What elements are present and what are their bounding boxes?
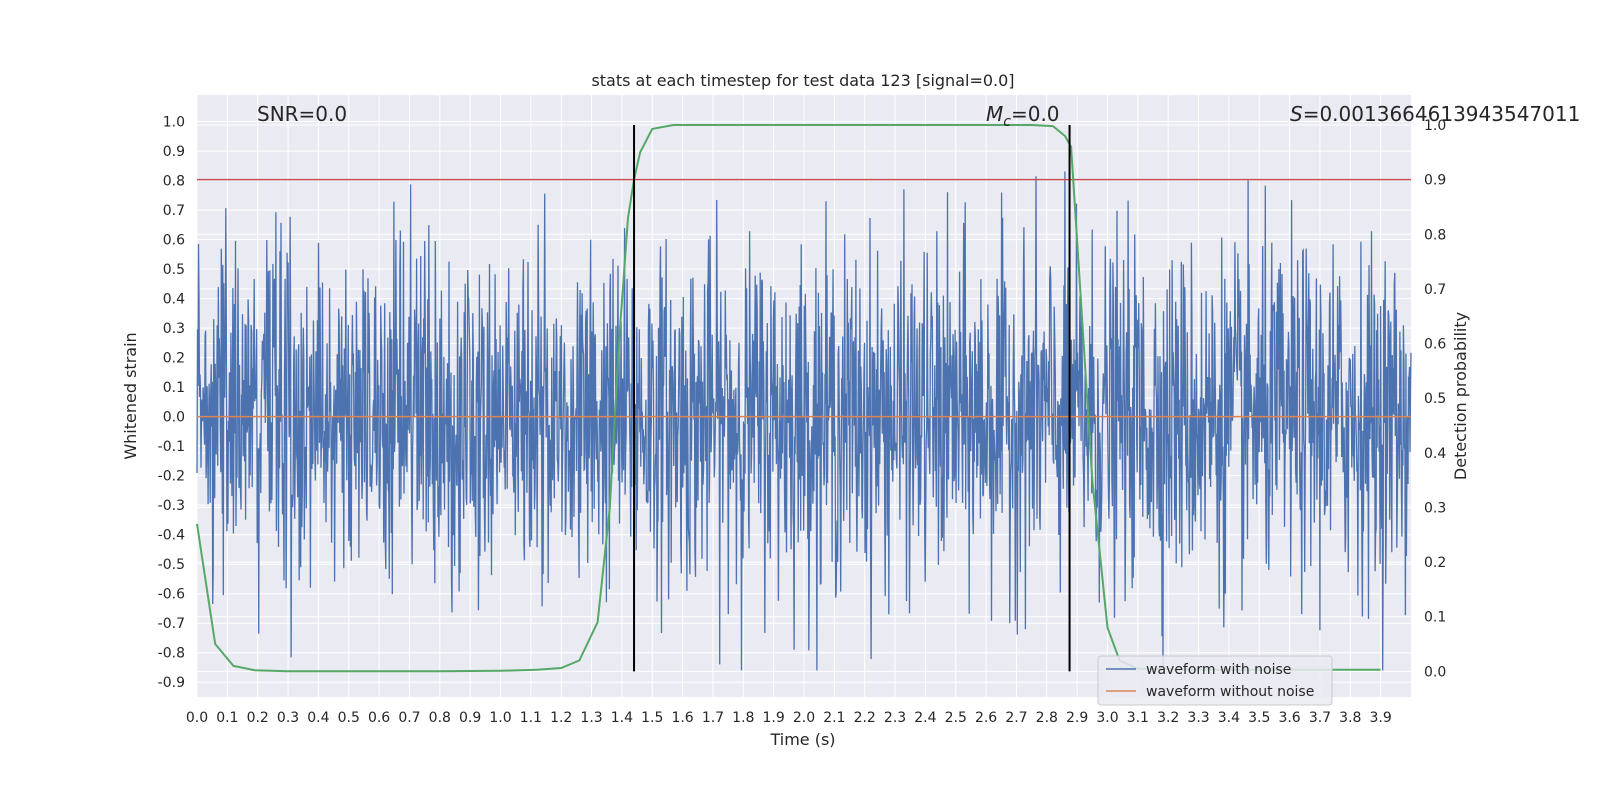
x-tick-label: 3.9 [1370,710,1392,726]
x-tick-label: 0.8 [429,710,451,726]
y-tick-label: 0.2 [163,351,185,367]
legend-box [1097,655,1333,706]
x-tick-label: 2.5 [945,710,967,726]
x-tick-label: 3.5 [1248,710,1270,726]
legend-label-noise: waveform with noise [1146,662,1291,678]
y2-tick-label: 0.7 [1424,282,1446,298]
x-tick-label: 1.4 [611,710,633,726]
y2-tick-label: 1.0 [1424,118,1446,134]
x-tick-label: 1.0 [489,710,511,726]
legend-label-clean: waveform without noise [1146,684,1314,700]
y2-axis-ticks: 1.0 0.9 0.8 0.7 0.6 0.5 0.4 0.3 0.2 0.1 0.0 [1424,118,1446,680]
x-tick-label: 1.5 [641,710,663,726]
x-tick-label: 0.5 [338,710,360,726]
x-tick-label: 1.8 [732,710,754,726]
x-tick-label: 2.9 [1066,710,1088,726]
y-tick-label: 0.8 [163,174,185,190]
y2-tick-label: 0.1 [1424,610,1446,626]
y2-tick-label: 0.2 [1424,555,1446,571]
y-tick-label: 1.0 [163,115,185,131]
x-tick-label: 0.2 [247,710,269,726]
y2-axis-label: Detection probability [1451,312,1470,480]
y2-tick-label: 0.9 [1424,173,1446,189]
x-tick-label: 0.6 [368,710,390,726]
y-tick-label: -0.7 [158,616,185,632]
detection-probability-series [196,124,1381,673]
y2-tick-label: 0.5 [1424,391,1446,407]
legend: waveform with noise waveform without noi… [1097,655,1333,706]
x-tick-label: 3.0 [1096,710,1118,726]
x-tick-label: 0.4 [307,710,329,726]
x-axis-ticks: 0.0 0.1 0.2 0.3 0.4 0.5 0.6 0.7 0.8 0.9 1.0 1.1 1.2 1… [186,710,1392,726]
x-tick-label: 2.0 [793,710,815,726]
x-tick-label: 1.3 [580,710,602,726]
mc-annotation: Mc=0.0 [986,102,1060,130]
y-tick-label: 0.7 [163,203,185,219]
x-tick-label: 2.6 [975,710,997,726]
y-tick-label: 0.4 [163,292,185,308]
x-tick-label: 1.6 [671,710,693,726]
y-tick-label: -0.5 [158,557,185,573]
s-annotation: S=0.0013664613943547011 [1290,102,1580,126]
y-tick-label: 0.9 [163,144,185,160]
y2-tick-label: 0.8 [1424,227,1446,243]
x-tick-label: 1.7 [702,710,724,726]
x-tick-label: 2.4 [914,710,936,726]
waveform-with-noise-series [196,171,1412,671]
x-tick-label: 0.0 [186,710,208,726]
y-tick-label: 0.1 [163,380,185,396]
y-tick-label: 0.6 [163,233,185,249]
y2-tick-label: 0.0 [1424,664,1446,680]
y-tick-label: -0.2 [158,469,185,485]
x-tick-label: 0.1 [216,710,238,726]
x-tick-label: 2.7 [1005,710,1027,726]
x-tick-label: 3.8 [1339,710,1361,726]
y-tick-label: -0.4 [158,528,185,544]
x-axis-label: Time (s) [769,730,835,749]
y-tick-label: 0.5 [163,262,185,278]
x-tick-label: 1.2 [550,710,572,726]
mc-value: =0.0 [1011,102,1060,126]
x-tick-label: 3.4 [1218,710,1240,726]
x-tick-label: 2.3 [884,710,906,726]
chart-title: stats at each timestep for test data 123… [591,71,1014,90]
y-axis-label: Whitened strain [121,332,140,459]
y2-tick-label: 0.6 [1424,337,1446,353]
y-tick-label: 0.3 [163,321,185,337]
x-tick-label: 0.7 [398,710,420,726]
x-tick-label: 3.1 [1127,710,1149,726]
x-tick-label: 2.1 [823,710,845,726]
y-tick-label: -0.6 [158,587,185,603]
vertical-markers [633,125,1071,672]
mc-subscript: c [1003,114,1011,130]
x-tick-label: 0.3 [277,710,299,726]
x-tick-label: 3.2 [1157,710,1179,726]
waveform-with-noise-line [196,171,1412,671]
x-tick-label: 0.9 [459,710,481,726]
y-tick-label: 0.0 [163,410,185,426]
s-value: =0.0013664613943547011 [1303,102,1581,126]
x-tick-label: 3.3 [1187,710,1209,726]
y2-tick-label: 0.3 [1424,500,1446,516]
y-tick-label: -0.8 [158,646,185,662]
snr-annotation: SNR=0.0 [257,102,347,126]
x-tick-label: 2.8 [1036,710,1058,726]
mc-symbol: M [986,102,1003,126]
s-symbol: S [1290,102,1303,126]
x-tick-label: 1.1 [520,710,542,726]
y-tick-label: -0.1 [158,439,185,455]
y-tick-label: -0.3 [158,498,185,514]
y2-tick-label: 0.4 [1424,446,1446,462]
x-tick-label: 3.7 [1309,710,1331,726]
x-tick-label: 3.6 [1278,710,1300,726]
x-tick-label: 1.9 [763,710,785,726]
y-tick-label: -0.9 [158,675,185,691]
x-tick-label: 2.2 [854,710,876,726]
y-axis-ticks: 1.0 0.9 0.8 0.7 0.6 0.5 0.4 0.3 0.2 0.1 0.0 -0.1 -0.… [158,115,185,692]
